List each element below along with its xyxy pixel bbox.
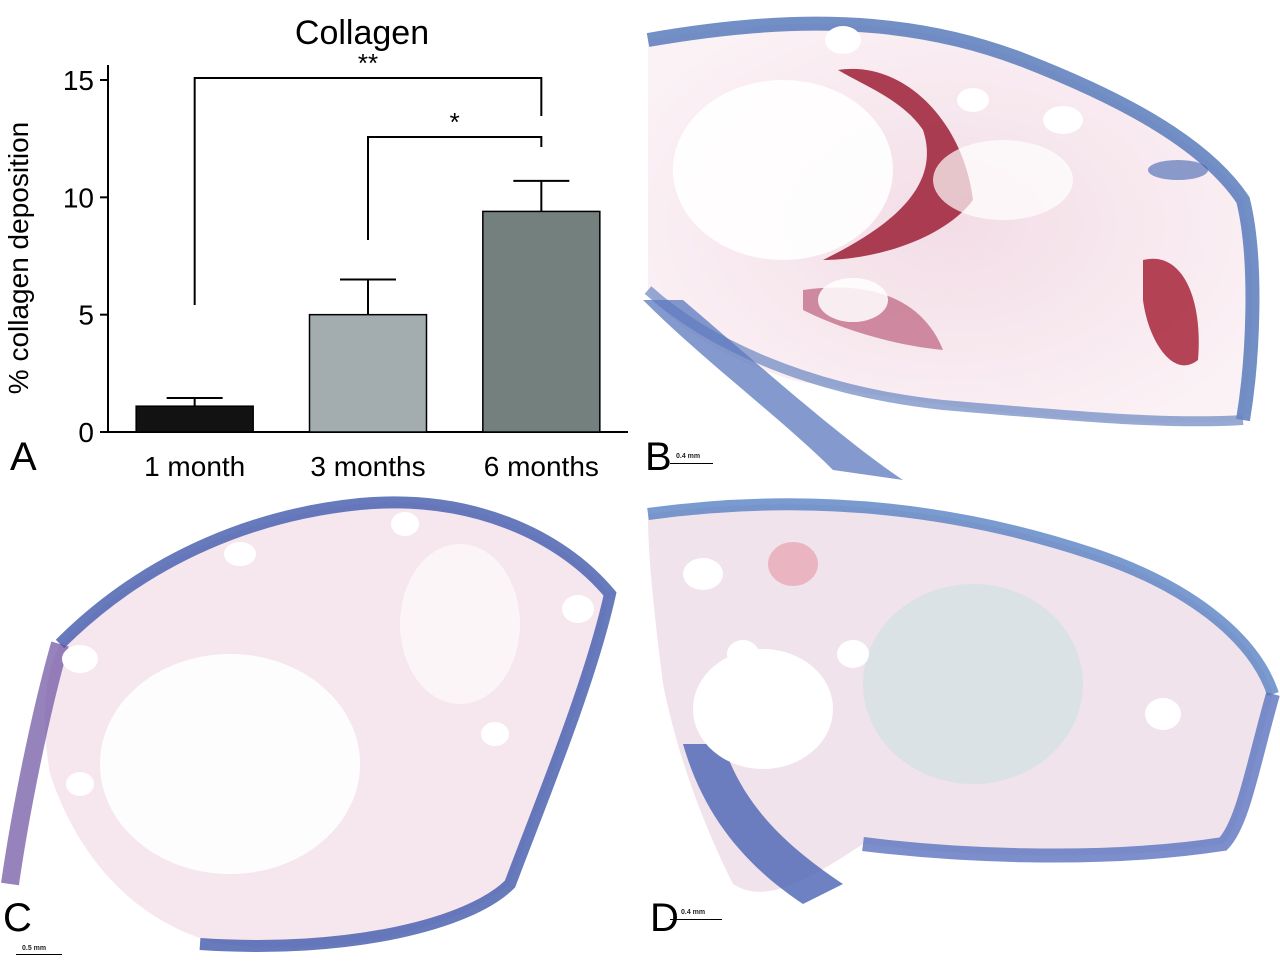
- scale-bar-d: [670, 919, 722, 920]
- micrograph-image-b: [643, 16, 1260, 480]
- significance-bracket: [367, 136, 543, 240]
- bar-1: [135, 405, 254, 433]
- significance-label: *: [450, 107, 460, 137]
- scale-bar-c: [16, 954, 62, 955]
- bar-3: [482, 210, 601, 433]
- collagen-bar-chart: Collagen % collagen deposition *** 1 mon…: [3, 14, 628, 482]
- scale-bar-b: [670, 463, 713, 464]
- significance-brackets: ***: [193, 48, 543, 305]
- micrograph-image-c: [1, 496, 617, 952]
- scale-bar-label-d: 0.4 mm: [681, 909, 706, 916]
- panel-label-b: B: [645, 435, 672, 479]
- x-tick-label: 3 months: [310, 451, 425, 482]
- y-axis-label: % collagen deposition: [3, 122, 34, 394]
- micrograph-panel-b: B 0.4 mm: [643, 0, 1280, 480]
- panel-label-c: C: [3, 896, 32, 940]
- x-tick-label: 6 months: [484, 451, 599, 482]
- chart-error-bars: [166, 179, 570, 407]
- micrograph-panel-d: D 0.4 mm: [643, 484, 1280, 964]
- significance-label: **: [358, 48, 378, 78]
- panel-label-d: D: [650, 896, 679, 940]
- scale-bar-label-b: 0.4 mm: [676, 453, 701, 460]
- significance-bracket: [193, 77, 543, 305]
- y-tick-labels: 0 5 10 15: [63, 65, 94, 448]
- micrograph-image-d: [647, 498, 1280, 904]
- y-tick-label: 15: [63, 65, 94, 96]
- y-tick-label: 5: [78, 300, 94, 331]
- panel-label-a: A: [10, 435, 37, 479]
- x-tick-labels: 1 month 3 months 6 months: [144, 451, 599, 482]
- chart-title: Collagen: [295, 14, 429, 52]
- scale-bar-label-c: 0.5 mm: [22, 945, 47, 952]
- y-tick-label: 0: [78, 417, 94, 448]
- chart-bars: [135, 210, 601, 433]
- micrograph-panel-c: C 0.5 mm: [0, 484, 640, 964]
- x-tick-label: 1 month: [144, 451, 245, 482]
- bar-2: [308, 313, 428, 433]
- y-tick-label: 10: [63, 182, 94, 213]
